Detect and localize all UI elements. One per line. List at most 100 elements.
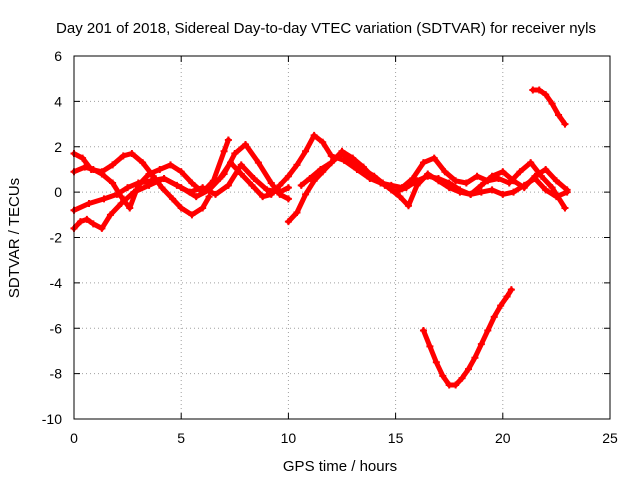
data-point <box>276 181 284 189</box>
y-axis-label: SDTVAR / TECUs <box>6 178 23 298</box>
data-point <box>413 177 421 185</box>
x-tick-labels: 0 5 10 15 20 25 <box>70 430 618 446</box>
data-point <box>306 175 314 183</box>
data-point <box>89 165 97 173</box>
data-point <box>284 195 292 203</box>
data-point <box>327 159 335 167</box>
data-point <box>263 186 271 194</box>
data-point <box>456 186 464 194</box>
x-tick-label: 20 <box>495 430 511 446</box>
x-tick-label: 5 <box>177 430 185 446</box>
data-point <box>242 140 250 148</box>
y-tick-label: -10 <box>42 411 62 427</box>
data-point <box>439 372 447 380</box>
data-point <box>212 190 220 198</box>
data-point <box>130 188 138 196</box>
data-point <box>259 193 267 201</box>
data-point <box>297 181 305 189</box>
data-point <box>396 193 404 201</box>
data-point <box>561 204 569 212</box>
data-point <box>284 184 292 192</box>
data-point <box>535 86 543 94</box>
data-point <box>113 190 121 198</box>
data-point <box>499 190 507 198</box>
y-tick-label: -6 <box>50 320 63 336</box>
chart-title: Day 201 of 2018, Sidereal Day-to-day VTE… <box>56 20 596 37</box>
data-point <box>276 190 284 198</box>
data-point <box>477 181 485 189</box>
data-point <box>563 188 571 196</box>
data-point <box>349 154 357 162</box>
data-point <box>166 161 174 169</box>
y-tick-label: 6 <box>54 48 62 64</box>
x-tick-label: 15 <box>388 430 404 446</box>
y-tick-labels: -10 -8 -6 -4 -2 0 2 4 6 <box>42 48 62 427</box>
data-point <box>231 150 239 158</box>
data-point <box>205 186 213 194</box>
data-point <box>505 179 513 187</box>
data-point <box>109 161 117 169</box>
data-point <box>548 184 556 192</box>
data-point <box>477 340 485 348</box>
data-point <box>516 168 524 176</box>
y-tick-label: -2 <box>50 230 63 246</box>
grid <box>74 56 610 419</box>
data-point <box>503 292 511 300</box>
data-point <box>471 354 479 362</box>
data-point <box>392 188 400 196</box>
data-point <box>267 190 275 198</box>
data-point <box>441 168 449 176</box>
data-point <box>98 224 106 232</box>
data-point <box>145 170 153 178</box>
data-point <box>83 215 91 223</box>
data-point <box>552 193 560 201</box>
data-point <box>284 218 292 226</box>
data-point <box>510 177 518 185</box>
data-point <box>310 177 318 185</box>
data-point <box>79 154 87 162</box>
series-points-arc-8 <box>419 286 515 389</box>
data-point <box>499 168 507 176</box>
data-point <box>542 91 550 99</box>
data-point <box>445 381 453 389</box>
data-point <box>224 136 232 144</box>
data-point <box>488 172 496 180</box>
series-points-arc-9 <box>529 86 569 128</box>
data-point <box>542 165 550 173</box>
data-point <box>100 195 108 203</box>
data-point <box>419 159 427 167</box>
data-point <box>119 152 127 160</box>
data-point <box>424 172 432 180</box>
data-point <box>434 175 442 183</box>
data-point <box>89 220 97 228</box>
data-point <box>177 204 185 212</box>
data-point <box>552 177 560 185</box>
series-line-arc-7 <box>298 148 570 200</box>
y-tick-label: 2 <box>54 139 62 155</box>
data-point <box>327 152 335 160</box>
data-point <box>527 159 535 167</box>
data-point <box>117 199 125 207</box>
data-point <box>85 199 93 207</box>
series-layer <box>70 86 571 389</box>
series-points-arc-7 <box>297 147 571 201</box>
data-point <box>250 175 258 183</box>
data-point <box>156 165 164 173</box>
data-point <box>76 218 84 226</box>
data-point <box>220 147 228 155</box>
data-point <box>419 327 427 335</box>
data-point <box>464 365 472 373</box>
data-point <box>267 179 275 187</box>
data-point <box>188 179 196 187</box>
data-point <box>302 147 310 155</box>
data-point <box>216 175 224 183</box>
data-point <box>477 188 485 196</box>
data-point <box>302 190 310 198</box>
data-point <box>248 181 256 189</box>
data-point <box>497 302 505 310</box>
data-point <box>177 168 185 176</box>
data-point <box>227 159 235 167</box>
y-tick-label: 4 <box>54 93 62 109</box>
data-point <box>458 374 466 382</box>
data-point <box>192 193 200 201</box>
